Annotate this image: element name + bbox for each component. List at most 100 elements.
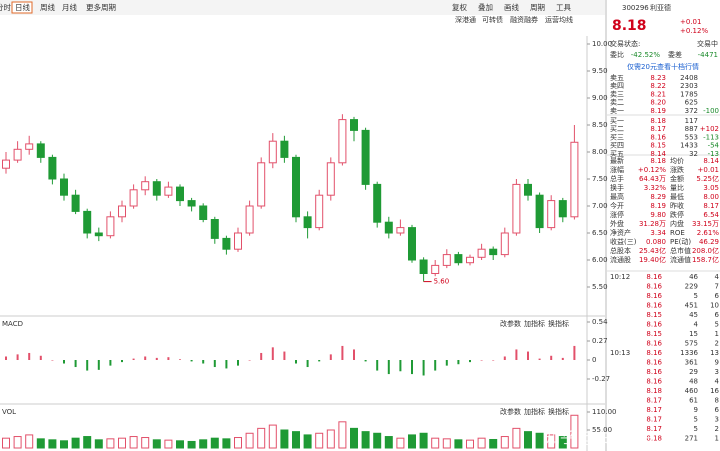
tick-num: 13: [710, 349, 719, 357]
tick-time: 10:12: [610, 273, 630, 281]
stat-label: 净资产: [610, 228, 631, 237]
tick-vol: 46: [689, 273, 698, 281]
macd-bar: [538, 358, 541, 360]
macd-bar: [86, 360, 89, 371]
panel-button[interactable]: 改参数: [500, 319, 521, 328]
book-price: 8.23: [650, 74, 666, 82]
y-tick-label: 110.00: [592, 408, 617, 416]
book-vol: 2303: [680, 82, 698, 90]
stat-value: 31.28万: [639, 220, 666, 228]
tool-button[interactable]: 复权: [452, 2, 467, 12]
volume-bar: [141, 437, 150, 449]
tick-num: 10: [710, 302, 719, 310]
candle-body: [292, 156, 300, 218]
book-price: 8.17: [650, 125, 666, 133]
stat-label: 昨收: [670, 201, 684, 210]
volume-bar: [129, 436, 138, 449]
macd-bar: [364, 360, 367, 362]
tick-vol: 271: [685, 435, 698, 443]
volume-bar: [199, 439, 208, 449]
tick-num: 2: [715, 425, 719, 433]
status: 交易中: [697, 39, 718, 48]
volume-bar: [524, 431, 532, 449]
book-price: 8.22: [650, 82, 666, 90]
tick-num: 1: [715, 330, 719, 338]
tick-vol: 460: [685, 387, 698, 395]
volume-bar: [152, 439, 161, 449]
tick-vol: 451: [685, 302, 698, 310]
volume-bar: [25, 434, 34, 449]
stat-value: +0.12%: [638, 166, 666, 174]
tag-button[interactable]: 运营均线: [545, 15, 573, 24]
tick-vol: 5: [694, 292, 698, 300]
volume-bar: [466, 439, 474, 449]
stat-label: 量比: [670, 183, 684, 192]
macd-bar: [179, 359, 181, 360]
tick-price: 8.18: [646, 435, 662, 443]
macd-bar: [480, 360, 483, 361]
tool-button[interactable]: 叠加: [478, 2, 493, 12]
tool-button[interactable]: 工具: [556, 3, 571, 12]
panel-button[interactable]: 加指标: [524, 319, 545, 328]
panel-button[interactable]: 加指标: [524, 407, 545, 416]
book-label: 卖五: [610, 74, 624, 82]
macd-bar: [353, 349, 355, 360]
period-tab[interactable]: 周线: [40, 2, 55, 12]
tag-button[interactable]: 深港通: [455, 15, 476, 24]
tick-vol: 61: [689, 397, 698, 405]
period-tab[interactable]: 分时: [0, 2, 11, 12]
macd-bar: [492, 360, 495, 361]
tag-button[interactable]: 可转债: [482, 15, 503, 24]
candle-body: [210, 219, 219, 239]
tick-price: 8.16: [646, 359, 662, 367]
stock-code: 300296: [622, 4, 649, 12]
toolbar-bg: [0, 0, 605, 15]
tool-button[interactable]: 周期: [530, 3, 545, 12]
panel-button[interactable]: 换指标: [548, 407, 569, 416]
volume-bar: [106, 438, 115, 449]
candle-body: [338, 119, 347, 164]
macd-bar: [213, 360, 216, 368]
tool-button[interactable]: 画线: [504, 2, 519, 12]
volume-bar: [419, 432, 428, 449]
book-change: +102: [700, 125, 719, 133]
candle-body: [454, 254, 463, 264]
period-tab[interactable]: 月线: [62, 2, 77, 12]
period-tab[interactable]: 日线: [15, 2, 30, 12]
y-tick-label: 0.54: [592, 318, 608, 326]
stat-label: 总股本: [610, 246, 631, 255]
stat-value: 33.15万: [692, 220, 719, 228]
volume-bar: [210, 437, 219, 449]
volume-bar: [268, 424, 277, 449]
tick-vol: 5: [694, 416, 698, 424]
panel-button[interactable]: 换指标: [548, 319, 569, 328]
y-tick-label: -0.27: [592, 375, 610, 383]
macd-bar: [399, 360, 402, 372]
tag-button[interactable]: 融资融券: [510, 15, 538, 24]
stat-label: 收益(三): [610, 237, 637, 246]
volume-bar: [60, 440, 68, 449]
tick-vol: 15: [689, 330, 698, 338]
stat-value: 8.29: [650, 193, 666, 201]
volume-bar: [535, 432, 544, 449]
volume-bar: [303, 434, 312, 449]
macd-bar: [39, 355, 42, 360]
y-tick-label: 9.50: [592, 67, 608, 75]
stat-value: 19.40亿: [639, 255, 666, 264]
tick-price: 8.16: [646, 302, 662, 310]
book-vol: 553: [685, 133, 698, 141]
book-vol: 2408: [680, 74, 698, 82]
tick-price: 8.16: [646, 283, 662, 291]
panel-button[interactable]: 改参数: [500, 407, 521, 416]
stat-label: 外盘: [610, 219, 624, 228]
stat-value: 0.080: [646, 238, 666, 246]
candle-body: [94, 232, 103, 237]
candle-body: [280, 140, 289, 158]
period-tab[interactable]: 更多周期: [86, 2, 116, 12]
change-pct: +0.12%: [680, 27, 708, 35]
promo-link[interactable]: 仅需20元查看十档行情: [627, 62, 699, 71]
low-label: 5.60: [434, 278, 450, 286]
volume-bar: [48, 439, 57, 449]
candle-body: [164, 186, 173, 196]
